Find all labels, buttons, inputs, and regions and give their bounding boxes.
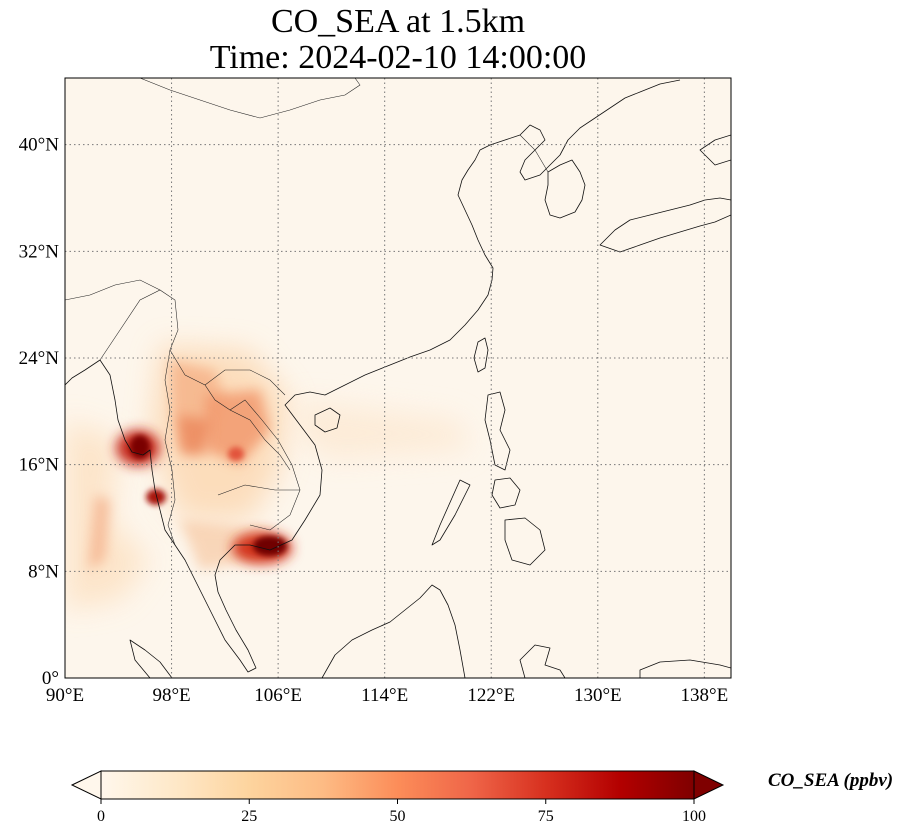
colorbar-extend-max <box>693 770 725 800</box>
country-borders <box>65 78 549 546</box>
border-mongolia <box>139 78 361 119</box>
coastline-luzon <box>484 391 511 471</box>
coastline-taiwan <box>473 337 489 373</box>
border-china-inner <box>65 279 161 301</box>
y-tick-label: 24°N <box>19 348 60 369</box>
y-tick-label: 32°N <box>19 241 60 262</box>
colorbar-tick-label: 75 <box>538 808 554 825</box>
y-axis-ticks: 0° 8°N 16°N 24°N 32°N 40°N <box>19 135 60 689</box>
hotspot-mekong-core <box>253 536 287 556</box>
plume-laos-interior <box>205 390 270 465</box>
border-laos-thailand <box>184 374 291 471</box>
y-tick-label: 0° <box>42 668 59 689</box>
coastline-japan <box>599 197 731 253</box>
coastlines <box>65 79 731 678</box>
border-vietnam-china <box>204 369 286 396</box>
colorbar: 0 25 50 75 100 <box>70 770 725 825</box>
x-tick-label: 130°E <box>574 685 622 706</box>
x-tick-label: 138°E <box>681 685 729 706</box>
coastline-korea <box>544 159 586 219</box>
coastline-mainland-asia <box>65 79 681 673</box>
colorbar-tick-label: 0 <box>97 808 105 825</box>
coastline-sulawesi <box>519 644 566 678</box>
coastline-new-guinea <box>639 659 731 678</box>
gridlines <box>65 78 731 678</box>
title-line-1: CO_SEA at 1.5km <box>270 3 526 40</box>
hotspot-tenasserim <box>146 489 166 505</box>
coastline-hainan <box>314 407 341 433</box>
hotspot-yangon-core <box>130 435 150 459</box>
colorbar-body <box>100 770 695 800</box>
plume-thailand-north <box>178 415 210 455</box>
x-tick-label: 90°E <box>46 685 84 706</box>
x-axis-ticks: 90°E 98°E 106°E 114°E 122°E 130°E 138°E <box>46 685 728 706</box>
co-concentration-field <box>65 345 470 610</box>
border-myanmar-china <box>99 289 186 376</box>
border-myanmar-thailand <box>164 349 176 546</box>
coastline-mindanao <box>504 517 546 566</box>
coastline-visayas <box>491 477 521 509</box>
coastline-sumatra <box>129 639 173 678</box>
coastline-hokkaido <box>699 134 731 166</box>
colorbar-tick-label: 50 <box>390 808 406 825</box>
title-line-2: Time: 2024-02-10 14:00:00 <box>209 39 587 76</box>
y-tick-label: 8°N <box>28 561 59 582</box>
coastline-borneo <box>321 584 466 678</box>
colorbar-tick-label: 100 <box>682 808 706 825</box>
border-laos-vietnam <box>229 399 301 491</box>
map-plot-area <box>65 78 731 678</box>
border-korea-china <box>519 134 549 173</box>
border-cambodia <box>217 484 301 531</box>
coastline-palawan <box>431 479 471 546</box>
x-tick-label: 114°E <box>361 685 408 706</box>
colorbar-tick-label: 25 <box>241 808 257 825</box>
x-tick-label: 122°E <box>467 685 515 706</box>
y-tick-label: 40°N <box>19 135 60 156</box>
x-tick-label: 98°E <box>152 685 190 706</box>
colorbar-ticks: 0 25 50 75 100 <box>97 799 706 825</box>
plume-malay-streak <box>88 495 110 570</box>
hotspot-laos-spot <box>228 447 244 461</box>
x-tick-label: 106°E <box>254 685 302 706</box>
colorbar-extend-min <box>70 770 102 800</box>
colorbar-label: CO_SEA (ppbv) <box>768 770 894 791</box>
y-tick-label: 16°N <box>19 455 60 476</box>
map-frame <box>64 77 732 679</box>
